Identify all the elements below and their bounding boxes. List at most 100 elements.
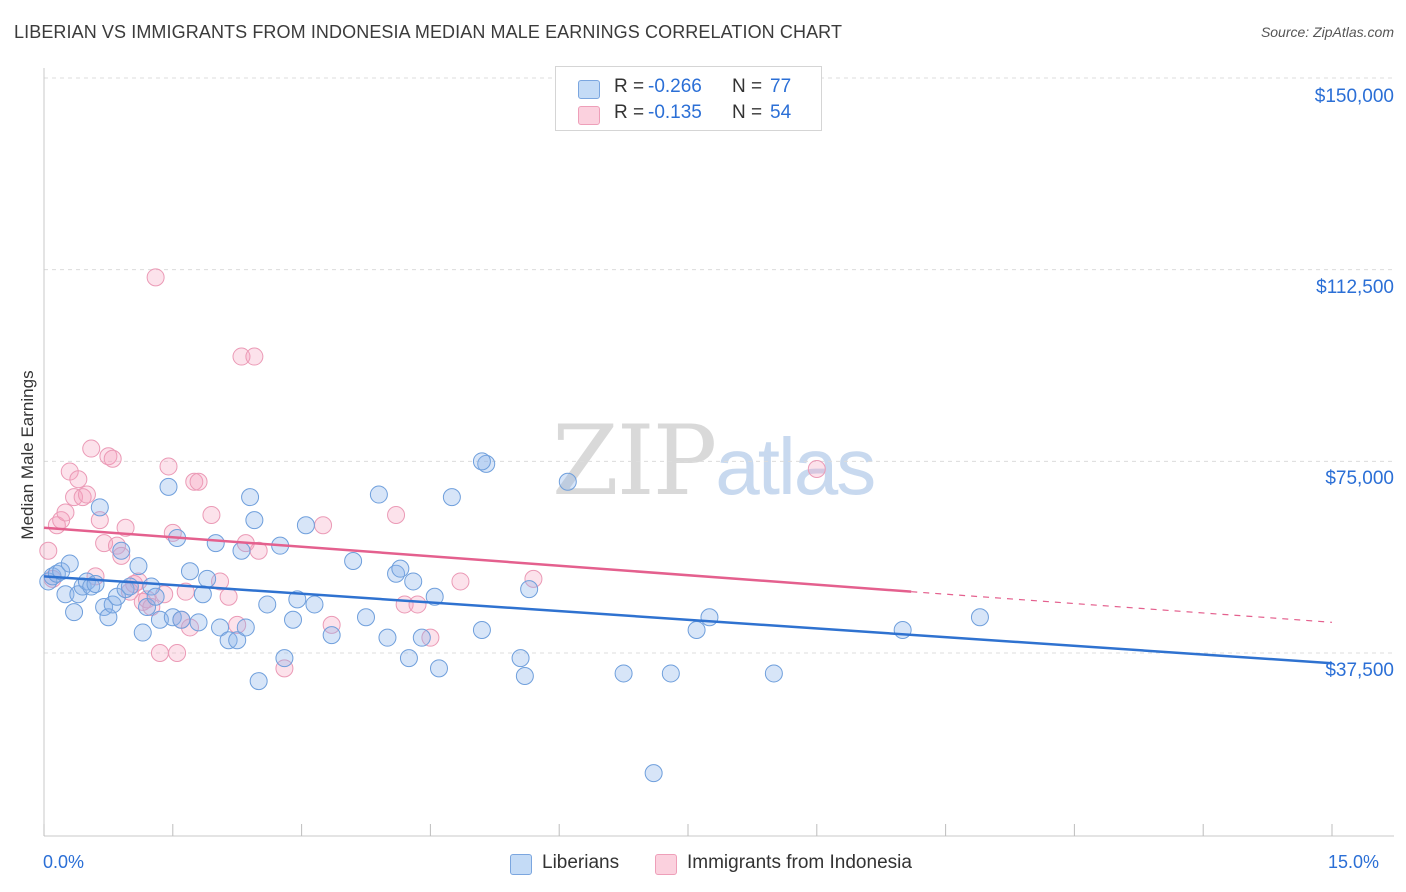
data-point-indonesia [232,347,251,366]
source-credit: Source: ZipAtlas.com [1260,24,1394,40]
legend-r-label: R = [614,102,645,123]
data-point-indonesia [408,595,427,614]
data-point-liberians [228,631,247,650]
data-point-indonesia [245,347,264,366]
data-point-liberians [133,623,152,642]
data-point-indonesia [202,506,221,524]
data-point-liberians [425,587,444,606]
legend-swatch-liberians [510,854,532,875]
data-point-liberians [661,664,680,683]
legend-n-label: N = [732,102,763,123]
legend-label-liberians: Liberians [542,852,620,873]
data-point-liberians [241,488,260,507]
data-point-indonesia [112,546,131,565]
data-point-liberians [189,613,208,632]
legend-n-value: 77 [770,76,792,97]
data-point-indonesia [69,470,88,489]
x-tick-label-start: 0.0% [43,852,85,872]
trend-line-indonesia [43,526,912,593]
trend-line-indonesia-extension [911,591,1333,623]
data-point-liberians [515,667,534,685]
legend-r-value: -0.266 [648,76,702,97]
data-point-liberians [344,552,363,570]
y-tick-label-150000: $150,000 [1314,86,1394,107]
data-point-liberians [236,618,255,637]
legend-label-indonesia: Immigrants from Indonesia [687,852,912,873]
data-point-liberians [172,610,191,629]
data-point-liberians [258,595,277,614]
data-point-indonesia [451,572,470,591]
data-point-liberians [249,672,268,691]
legend-swatch-indonesia [655,854,677,875]
data-point-indonesia [168,644,187,662]
data-point-liberians [206,534,225,553]
x-tick-label-end: 15.0% [1328,852,1380,872]
data-point-liberians [296,516,315,535]
data-point-liberians [305,595,324,614]
data-point-liberians [404,572,423,591]
data-point-liberians [90,498,109,517]
data-point-indonesia [387,506,406,524]
data-point-liberians [60,554,79,573]
data-point-liberians [970,608,989,627]
data-point-liberians [644,764,663,783]
data-point-indonesia [314,516,333,535]
trend-lines [43,526,1333,665]
data-point-liberians [369,485,388,504]
data-point-liberians [558,472,577,491]
data-point-liberians [893,621,912,639]
data-point-indonesia [39,541,58,560]
data-point-indonesia [807,460,826,478]
data-point-liberians [86,575,105,593]
legend-n-label: N = [732,76,763,97]
chart-title: LIBERIAN VS IMMIGRANTS FROM INDONESIA ME… [14,22,843,42]
data-point-liberians [687,621,706,639]
data-point-indonesia [116,518,135,537]
data-point-liberians [511,649,530,668]
data-point-liberians [198,569,217,588]
trend-line-liberians [43,575,1333,665]
legend-row-liberians: R = -0.266 N = 77 [556,76,821,102]
data-point-liberians [232,541,251,560]
watermark-atlas: atlas [715,422,876,511]
data-point-indonesia [56,503,75,522]
correlation-legend: R = -0.266 N = 77 R = -0.135 N = 54 [555,66,822,131]
data-point-indonesia [77,485,96,504]
legend-r-value: -0.135 [648,102,702,123]
data-point-liberians [399,649,418,668]
data-point-liberians [472,621,491,639]
y-tick-label-37500: $37,500 [1325,660,1394,681]
data-point-indonesia [275,659,294,678]
data-point-liberians [614,664,633,683]
watermark-zip: ZIP [552,405,717,517]
data-point-indonesia [82,439,101,458]
data-point-liberians [112,541,131,560]
data-point-liberians [245,511,264,530]
data-point-liberians [275,649,294,668]
data-point-indonesia [189,472,208,491]
legend-swatch-liberians [578,80,600,99]
data-point-indonesia [219,587,238,606]
data-point-liberians [472,452,491,471]
data-point-liberians [284,610,303,629]
data-point-liberians [429,659,448,678]
y-axis-label: Median Male Earnings [18,370,37,540]
data-point-liberians [378,628,397,647]
axes [43,68,1394,837]
data-point-indonesia [90,511,109,530]
data-point-indonesia [103,449,122,468]
data-point-indonesia [185,472,204,491]
data-point-liberians [146,587,165,606]
legend-row-indonesia: R = -0.135 N = 54 [556,102,821,128]
data-point-liberians [357,608,375,627]
data-point-liberians [129,557,148,576]
data-point-indonesia [159,457,178,476]
data-point-liberians [159,477,178,496]
legend-swatch-indonesia [578,106,600,125]
data-point-liberians [520,580,539,599]
series-liberians-points [39,452,989,783]
data-point-indonesia [146,268,165,287]
data-point-indonesia [524,569,543,588]
data-point-liberians [391,559,410,578]
